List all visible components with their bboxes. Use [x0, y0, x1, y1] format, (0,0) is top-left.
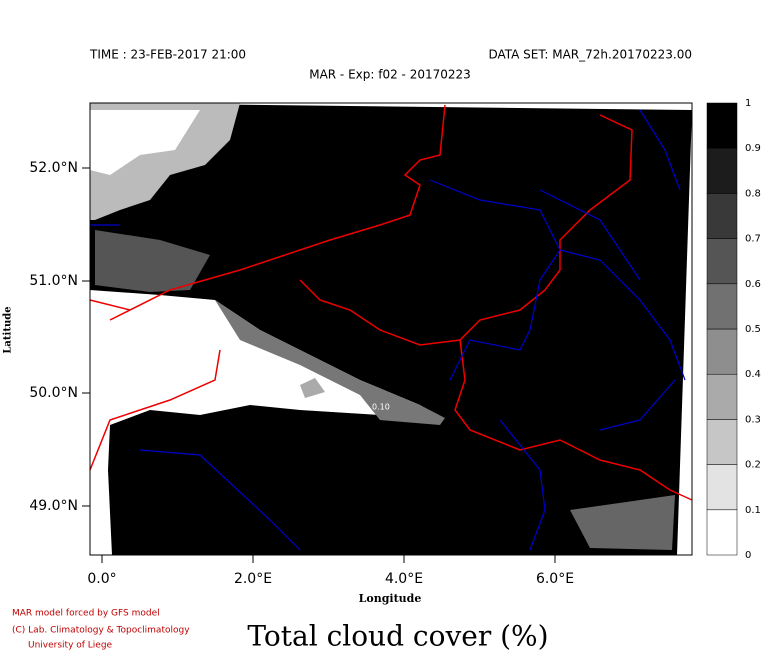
- border-lines: [89, 104, 693, 501]
- cloud-patch: [215, 300, 445, 425]
- credit-line: University of Liege: [28, 641, 113, 651]
- contour-label: 0.10: [372, 403, 390, 412]
- x-tick-label: 2.0°E: [234, 571, 272, 587]
- y-tick-label: 49.0°N: [29, 498, 78, 514]
- cloud-patch: [300, 378, 325, 398]
- x-axis-label: Longitude: [359, 592, 422, 605]
- colorbar-label: 0.8: [745, 188, 761, 199]
- colorbar-label: 0.4: [745, 369, 761, 380]
- subtitle: MAR - Exp: f02 - 20170223: [309, 68, 471, 82]
- cloud-field: [90, 103, 692, 555]
- colorbar-label: 0.6: [745, 279, 761, 290]
- colorbar-band: [706, 373, 738, 420]
- x-tick-label: 0.0°: [87, 571, 116, 587]
- colorbar: 0 0.1 0.2 0.3 0.4 0.5 0.6 0.7 0.8 0.9 1: [706, 98, 761, 561]
- colorbar-label: 0.5: [745, 324, 761, 335]
- cloud-patch: [95, 230, 210, 292]
- colorbar-label: 1: [745, 98, 751, 109]
- figure-title: Total cloud cover (%): [247, 620, 548, 653]
- y-tick-label: 50.0°N: [29, 385, 78, 401]
- colorbar-label: 0.9: [745, 143, 761, 154]
- colorbar-band: [706, 193, 738, 239]
- credit-line: (C) Lab. Climatology & Topoclimatology: [12, 626, 190, 636]
- colorbar-band: [706, 509, 738, 556]
- colorbar-band: [706, 283, 738, 330]
- colorbar-band: [706, 238, 738, 285]
- colorbar-label: 0.1: [745, 505, 761, 516]
- y-tick-label: 51.0°N: [29, 273, 78, 289]
- clear-patch: [90, 290, 440, 470]
- y-tick-label: 52.0°N: [29, 160, 78, 176]
- colorbar-label: 0.2: [745, 460, 761, 471]
- colorbar-band: [706, 419, 738, 465]
- colorbar-band: [706, 102, 738, 149]
- colorbar-label: 0.7: [745, 234, 761, 245]
- colorbar-label: 0: [745, 550, 751, 561]
- x-tick-label: 4.0°E: [385, 571, 423, 587]
- map-field: 0.10: [89, 102, 693, 556]
- river-lines: [90, 109, 686, 551]
- colorbar-band: [706, 464, 738, 511]
- clear-patch: [90, 110, 200, 175]
- time-label: TIME : 23-FEB-2017 21:00: [89, 48, 246, 62]
- dataset-label: DATA SET: MAR_72h.20170223.00: [488, 48, 692, 62]
- cloud-patch: [570, 495, 675, 550]
- colorbar-band: [706, 147, 738, 194]
- x-tick-label: 6.0°E: [536, 571, 574, 587]
- colorbar-band: [706, 328, 738, 375]
- credit-line: MAR model forced by GFS model: [12, 609, 160, 619]
- colorbar-label: 0.3: [745, 414, 761, 425]
- map-frame: [89, 102, 693, 556]
- y-axis-label: Latitude: [3, 306, 14, 353]
